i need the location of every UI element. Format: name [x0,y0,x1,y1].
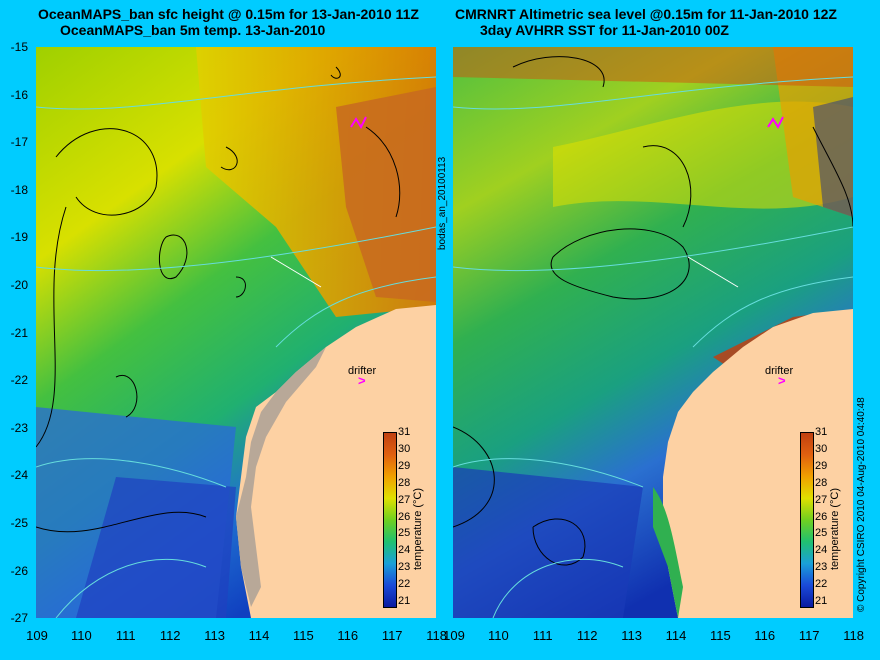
x-tick-label: 115 [293,628,314,643]
x-tick-label: 111 [115,628,136,643]
x-tick-label: 114 [665,628,687,643]
y-tick-label: -21 [10,325,28,340]
colorbar-tick-label: 22 [398,578,411,591]
left-drifter-arrow-icon: > [358,373,366,388]
colorbar-tick-label: 31 [815,426,828,438]
right-colorbar [800,432,814,608]
x-tick-label: 118 [426,628,447,643]
colorbar-tick-label: 30 [815,442,828,455]
y-tick-label: -27 [10,611,28,626]
y-tick-label: -20 [10,278,28,292]
colorbar-tick-label: 29 [398,459,411,472]
left-map-panel [36,47,436,618]
x-tick-label: 117 [381,628,403,643]
left-map-svg [36,47,436,618]
colorbar-tick-label: 26 [815,510,828,523]
y-tick-label: -26 [10,563,28,578]
right-drifter-arrow-icon: > [778,373,786,388]
y-tick-label: -16 [10,87,28,102]
x-tick-label: 111 [532,628,553,643]
x-tick-label: 109 [26,628,48,643]
x-tick-label: 112 [576,628,598,643]
colorbar-tick-label: 26 [398,510,411,523]
x-tick-label: 113 [204,628,225,643]
colorbar-tick-label: 30 [398,442,411,455]
colorbar-tick-label: 25 [398,527,411,540]
y-tick-label: -22 [10,373,28,388]
side-run-label: bodas_an_20100113 [437,156,448,250]
colorbar-tick-label: 24 [815,544,828,557]
colorbar-tick-label: 28 [815,476,828,489]
colorbar-tick-label: 27 [815,493,828,506]
x-tick-label: 116 [337,628,359,643]
colorbar-tick-label: 23 [815,561,828,574]
right-title-line1: CMRNRT Altimetric sea level @0.15m for 1… [455,6,837,22]
y-tick-label: -24 [10,468,28,483]
left-colorbar-title: temperature (°C) [412,487,424,570]
right-title-line2: 3day AVHRR SST for 11-Jan-2010 00Z [480,22,729,38]
x-tick-label: 113 [621,628,642,643]
x-tick-label: 115 [710,628,731,643]
y-tick-label: -23 [10,420,28,435]
copyright-label: © Copyright CSIRO 2010 04-Aug-2010 04:40… [856,397,867,612]
x-tick-label: 118 [843,628,864,643]
y-tick-label: -17 [10,135,28,150]
right-map-svg [453,47,853,618]
colorbar-tick-label: 31 [398,426,411,438]
colorbar-tick-label: 21 [398,595,411,607]
y-tick-label: -18 [10,182,28,197]
y-tick-label: -15 [10,40,28,54]
colorbar-tick-label: 24 [398,544,411,557]
x-tick-label: 110 [71,628,92,643]
left-colorbar [383,432,397,608]
left-title-line2: OceanMAPS_ban 5m temp. 13-Jan-2010 [60,22,326,38]
x-tick-label: 117 [798,628,820,643]
colorbar-tick-label: 23 [398,561,411,574]
colorbar-tick-label: 25 [815,527,828,540]
right-map-panel [453,47,853,618]
y-tick-label: -25 [10,516,28,530]
colorbar-tick-label: 22 [815,578,828,591]
right-drifter-label: drifter [765,365,794,377]
colorbar-tick-label: 27 [398,493,411,506]
x-tick-label: 112 [159,628,181,643]
colorbar-tick-label: 28 [398,476,411,489]
colorbar-tick-label: 21 [815,595,828,607]
left-drifter-label: drifter [348,365,377,377]
x-tick-label: 114 [248,628,270,643]
x-tick-label: 116 [754,628,776,643]
y-tick-label: -19 [10,230,28,245]
x-tick-label: 110 [488,628,509,643]
right-colorbar-title: temperature (°C) [829,487,841,570]
left-title-line1: OceanMAPS_ban sfc height @ 0.15m for 13-… [38,6,419,22]
colorbar-tick-label: 29 [815,459,828,472]
x-tick-label: 109 [443,628,465,643]
